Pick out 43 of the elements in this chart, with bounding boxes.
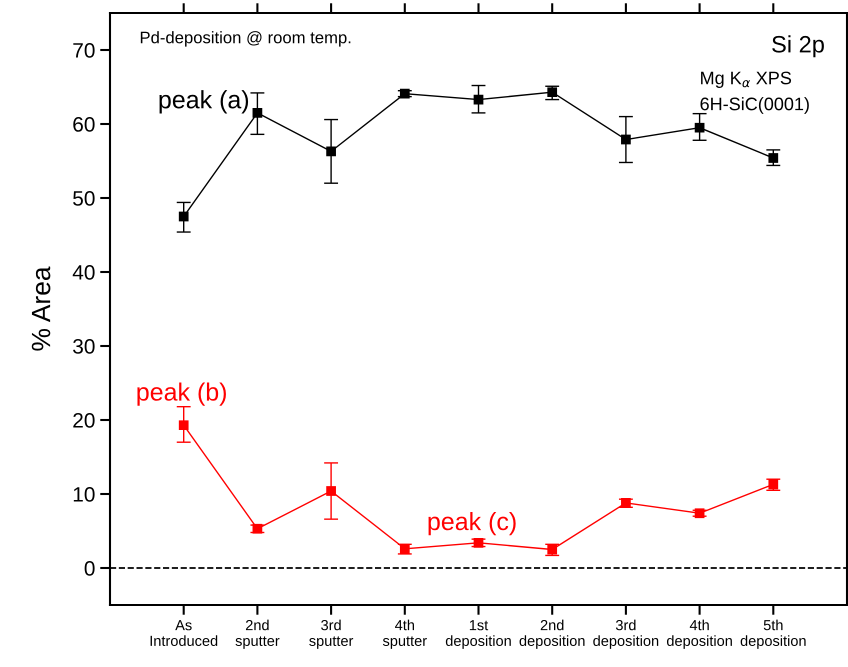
x-tick-label: 3rd deposition — [593, 620, 658, 649]
annotation: Pd-deposition @ room temp. — [140, 31, 350, 47]
point — [768, 153, 778, 163]
point — [178, 420, 189, 430]
annotation: peak (a) — [160, 90, 248, 114]
y-tick-label: 40 — [72, 265, 95, 280]
x-tick-label: 3rd sputter — [309, 620, 354, 649]
point — [326, 146, 336, 156]
point — [694, 122, 704, 133]
point — [694, 508, 704, 518]
x-tick-label: 4th sputter — [382, 620, 427, 649]
point — [326, 486, 336, 496]
x-tick-label: 4th deposition — [666, 620, 732, 649]
x-tick-label: 1st deposition — [446, 620, 511, 649]
x-tick-label: 5th deposition — [740, 620, 806, 649]
point — [474, 538, 484, 548]
y-axis-title: % Area — [32, 266, 50, 351]
x-tick-label: 2nd sputter — [236, 620, 280, 649]
point — [474, 94, 484, 104]
point — [178, 212, 189, 222]
annotation: peak (b) — [137, 382, 226, 406]
point — [400, 544, 410, 554]
y-tick-label: 10 — [74, 487, 95, 502]
x-tick-label: 2nd deposition — [520, 620, 584, 649]
annotation: 6H-SiC(0001) — [700, 97, 809, 114]
point — [547, 87, 558, 98]
point — [547, 544, 558, 554]
x-tick-label: As Introduced — [150, 620, 218, 646]
y-tick-label: 0 — [84, 561, 95, 576]
annotation: Si 2p — [772, 35, 824, 58]
annotation: peak (c) — [428, 512, 516, 536]
point — [252, 524, 262, 534]
point — [621, 134, 631, 144]
point — [400, 88, 410, 99]
y-tick-label: 30 — [73, 339, 95, 354]
y-tick-label: 60 — [73, 117, 95, 132]
point — [621, 498, 631, 508]
point — [768, 480, 778, 490]
y-tick-label: 70 — [73, 43, 95, 58]
y-tick-label: 50 — [73, 191, 95, 206]
annotation: Mg K$_{α}$ XPS — [701, 72, 792, 88]
y-tick-label: 20 — [73, 413, 95, 428]
point — [252, 108, 262, 118]
